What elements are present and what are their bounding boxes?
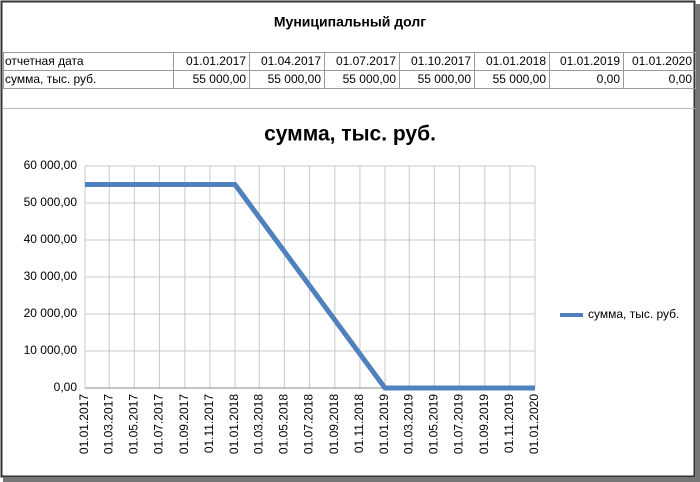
cell-text: отчетная дата xyxy=(5,54,84,68)
x-tick-label: 01.01.2017 xyxy=(77,394,91,454)
y-tick-label: 40 000,00 xyxy=(24,232,78,246)
x-tick-label: 01.01.2019 xyxy=(377,394,391,454)
x-tick-label: 01.09.2019 xyxy=(477,394,491,454)
x-tick-label: 01.05.2018 xyxy=(276,394,290,454)
cell-text: 01.01.2020 xyxy=(632,54,692,68)
x-tick-label: 01.03.2018 xyxy=(251,394,265,454)
x-tick-label: 01.11.2018 xyxy=(352,394,366,453)
x-tick-label: 01.07.2017 xyxy=(152,394,166,454)
y-tick-label: 60 000,00 xyxy=(24,158,78,172)
cell-text: 55 000,00 xyxy=(418,72,472,86)
y-tick-label: 10 000,00 xyxy=(24,343,78,357)
chart-title: сумма, тыс. руб. xyxy=(264,123,436,146)
legend-label: сумма, тыс. руб. xyxy=(588,307,679,321)
x-tick-label: 01.11.2017 xyxy=(202,394,216,453)
cell-text: 01.04.2017 xyxy=(261,54,321,68)
cell-text: 55 000,00 xyxy=(343,72,397,86)
y-tick-label: 30 000,00 xyxy=(24,269,78,283)
x-tick-label: 01.03.2019 xyxy=(401,394,415,454)
x-tick-label: 01.11.2019 xyxy=(502,394,516,453)
x-tick-label: 01.03.2017 xyxy=(101,394,115,454)
cell-text: 55 000,00 xyxy=(268,72,322,86)
y-tick-label: 50 000,00 xyxy=(24,195,78,209)
x-tick-label: 01.07.2018 xyxy=(302,394,316,454)
cell-text: 0,00 xyxy=(597,72,621,86)
x-tick-label: 01.09.2018 xyxy=(327,394,341,454)
cell-text: 01.10.2017 xyxy=(411,54,471,68)
shadow xyxy=(3,477,700,482)
shadow xyxy=(695,4,700,482)
cell-text: 0,00 xyxy=(669,72,693,86)
cell-text: 01.07.2017 xyxy=(336,54,396,68)
cell-text: сумма, тыс. руб. xyxy=(5,72,96,86)
cell-text: 55 000,00 xyxy=(193,72,247,86)
cell-text: 55 000,00 xyxy=(493,72,547,86)
x-tick-label: 01.05.2019 xyxy=(426,394,440,454)
y-tick-label: 0,00 xyxy=(54,380,78,394)
cell-text: 01.01.2018 xyxy=(486,54,546,68)
cell-text: 01.01.2019 xyxy=(560,54,620,68)
cell-text: 01.01.2017 xyxy=(186,54,246,68)
x-tick-label: 01.07.2019 xyxy=(452,394,466,454)
line xyxy=(85,182,535,391)
x-tick-label: 01.05.2017 xyxy=(126,394,140,454)
page-title: Муниципальный долг xyxy=(274,14,426,30)
table-cell xyxy=(623,70,696,89)
x-tick-label: 01.01.2020 xyxy=(527,394,541,454)
x-tick-label: 01.09.2017 xyxy=(177,394,191,454)
y-tick-label: 20 000,00 xyxy=(24,306,78,320)
x-tick-label: 01.01.2018 xyxy=(227,394,241,454)
